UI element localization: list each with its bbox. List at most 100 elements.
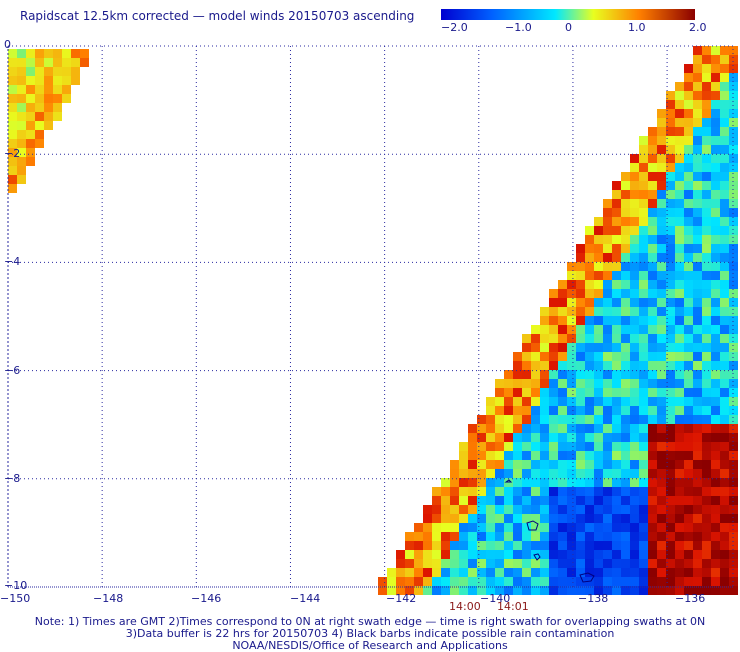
wind-cell bbox=[693, 64, 702, 73]
wind-cell bbox=[549, 298, 558, 307]
wind-cell bbox=[720, 46, 729, 55]
wind-cell bbox=[648, 190, 657, 199]
wind-cell bbox=[513, 469, 522, 478]
wind-cell bbox=[630, 550, 639, 559]
wind-cell bbox=[585, 586, 594, 595]
wind-cell bbox=[477, 568, 486, 577]
wind-cell bbox=[639, 361, 648, 370]
wind-cell bbox=[576, 532, 585, 541]
wind-cell bbox=[387, 586, 396, 595]
wind-cell bbox=[711, 226, 720, 235]
wind-cell bbox=[459, 451, 468, 460]
wind-cell bbox=[612, 424, 621, 433]
wind-cell bbox=[540, 550, 549, 559]
wind-cell bbox=[486, 559, 495, 568]
wind-cell bbox=[702, 487, 711, 496]
wind-cell bbox=[693, 190, 702, 199]
wind-cell bbox=[693, 181, 702, 190]
wind-cell bbox=[576, 280, 585, 289]
wind-cell bbox=[702, 145, 711, 154]
wind-cell bbox=[531, 451, 540, 460]
wind-cell bbox=[477, 550, 486, 559]
wind-cell bbox=[729, 523, 738, 532]
wind-cell bbox=[477, 532, 486, 541]
wind-cell bbox=[612, 244, 621, 253]
wind-cell bbox=[540, 388, 549, 397]
time-label: 14:01 bbox=[497, 600, 529, 613]
wind-cell bbox=[594, 415, 603, 424]
wind-cell bbox=[720, 217, 729, 226]
wind-cell bbox=[414, 532, 423, 541]
wind-cell bbox=[8, 67, 17, 76]
wind-cell bbox=[666, 505, 675, 514]
wind-cell bbox=[666, 235, 675, 244]
wind-cell bbox=[53, 94, 62, 103]
wind-cell bbox=[639, 559, 648, 568]
wind-cell bbox=[549, 532, 558, 541]
wind-cell bbox=[603, 226, 612, 235]
wind-cell bbox=[675, 586, 684, 595]
wind-cell bbox=[648, 253, 657, 262]
wind-cell bbox=[504, 568, 513, 577]
wind-cell bbox=[35, 130, 44, 139]
wind-cell bbox=[17, 139, 26, 148]
wind-cell bbox=[702, 91, 711, 100]
wind-cell bbox=[567, 298, 576, 307]
wind-cell bbox=[513, 496, 522, 505]
wind-cell bbox=[459, 577, 468, 586]
wind-cell bbox=[693, 586, 702, 595]
wind-cell bbox=[675, 559, 684, 568]
wind-cell bbox=[477, 559, 486, 568]
wind-cell bbox=[684, 568, 693, 577]
wind-cell bbox=[558, 478, 567, 487]
wind-cell bbox=[702, 190, 711, 199]
wind-cell bbox=[549, 388, 558, 397]
wind-cell bbox=[621, 586, 630, 595]
wind-cell bbox=[684, 172, 693, 181]
wind-cell bbox=[612, 325, 621, 334]
wind-cell bbox=[8, 184, 17, 193]
wind-cell bbox=[603, 298, 612, 307]
wind-cell bbox=[594, 460, 603, 469]
wind-cell bbox=[639, 469, 648, 478]
wind-cell bbox=[603, 325, 612, 334]
wind-cell bbox=[558, 379, 567, 388]
wind-cell bbox=[648, 568, 657, 577]
wind-cell bbox=[675, 343, 684, 352]
wind-cell bbox=[486, 586, 495, 595]
wind-cell bbox=[648, 586, 657, 595]
wind-cell bbox=[702, 316, 711, 325]
wind-cell bbox=[684, 550, 693, 559]
wind-cell bbox=[26, 58, 35, 67]
wind-cell bbox=[702, 496, 711, 505]
wind-cell bbox=[495, 577, 504, 586]
wind-cell bbox=[666, 559, 675, 568]
wind-cell bbox=[684, 577, 693, 586]
wind-cell bbox=[468, 442, 477, 451]
wind-cell bbox=[567, 496, 576, 505]
wind-cell bbox=[621, 244, 630, 253]
wind-cell bbox=[630, 172, 639, 181]
wind-cell bbox=[423, 568, 432, 577]
wind-cell bbox=[612, 514, 621, 523]
wind-cell bbox=[657, 478, 666, 487]
wind-cell bbox=[693, 424, 702, 433]
wind-cell bbox=[459, 541, 468, 550]
wind-cell bbox=[540, 397, 549, 406]
wind-cell bbox=[540, 442, 549, 451]
wind-cell bbox=[684, 559, 693, 568]
wind-cell bbox=[612, 460, 621, 469]
wind-cell bbox=[522, 478, 531, 487]
wind-cell bbox=[35, 58, 44, 67]
wind-cell bbox=[468, 577, 477, 586]
wind-cell bbox=[648, 298, 657, 307]
wind-cell bbox=[621, 190, 630, 199]
wind-cell bbox=[432, 487, 441, 496]
wind-cell bbox=[675, 298, 684, 307]
wind-cell bbox=[531, 361, 540, 370]
wind-cell bbox=[693, 163, 702, 172]
wind-cell bbox=[639, 226, 648, 235]
wind-cell bbox=[729, 262, 738, 271]
wind-cell bbox=[549, 325, 558, 334]
wind-cell bbox=[639, 433, 648, 442]
